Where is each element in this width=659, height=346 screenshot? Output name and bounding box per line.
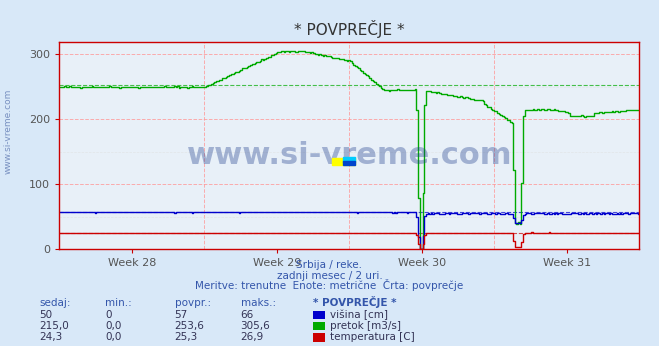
Text: 24,3: 24,3 bbox=[40, 332, 63, 342]
Text: 305,6: 305,6 bbox=[241, 321, 270, 331]
Text: pretok [m3/s]: pretok [m3/s] bbox=[330, 321, 401, 331]
Text: višina [cm]: višina [cm] bbox=[330, 309, 387, 320]
Text: www.si-vreme.com: www.si-vreme.com bbox=[3, 89, 13, 174]
Text: temperatura [C]: temperatura [C] bbox=[330, 332, 415, 342]
Text: 25,3: 25,3 bbox=[175, 332, 198, 342]
Text: min.:: min.: bbox=[105, 298, 132, 308]
Text: 253,6: 253,6 bbox=[175, 321, 204, 331]
Text: 0: 0 bbox=[105, 310, 112, 320]
Title: * POVPREČJE *: * POVPREČJE * bbox=[294, 20, 405, 38]
Text: 215,0: 215,0 bbox=[40, 321, 69, 331]
Text: * POVPREČJE *: * POVPREČJE * bbox=[313, 296, 397, 308]
Bar bbox=[332, 158, 355, 165]
Text: Meritve: trenutne  Enote: metrične  Črta: povprečje: Meritve: trenutne Enote: metrične Črta: … bbox=[195, 279, 464, 291]
Text: sedaj:: sedaj: bbox=[40, 298, 71, 308]
Bar bbox=[343, 157, 355, 162]
Text: Srbija / reke.: Srbija / reke. bbox=[297, 260, 362, 270]
Text: 26,9: 26,9 bbox=[241, 332, 264, 342]
Bar bbox=[343, 161, 355, 165]
Text: zadnji mesec / 2 uri.: zadnji mesec / 2 uri. bbox=[277, 271, 382, 281]
Text: 0,0: 0,0 bbox=[105, 332, 122, 342]
Text: 50: 50 bbox=[40, 310, 53, 320]
Text: 57: 57 bbox=[175, 310, 188, 320]
Text: 0,0: 0,0 bbox=[105, 321, 122, 331]
Text: www.si-vreme.com: www.si-vreme.com bbox=[186, 141, 512, 170]
Text: povpr.:: povpr.: bbox=[175, 298, 211, 308]
Text: maks.:: maks.: bbox=[241, 298, 275, 308]
Text: 66: 66 bbox=[241, 310, 254, 320]
